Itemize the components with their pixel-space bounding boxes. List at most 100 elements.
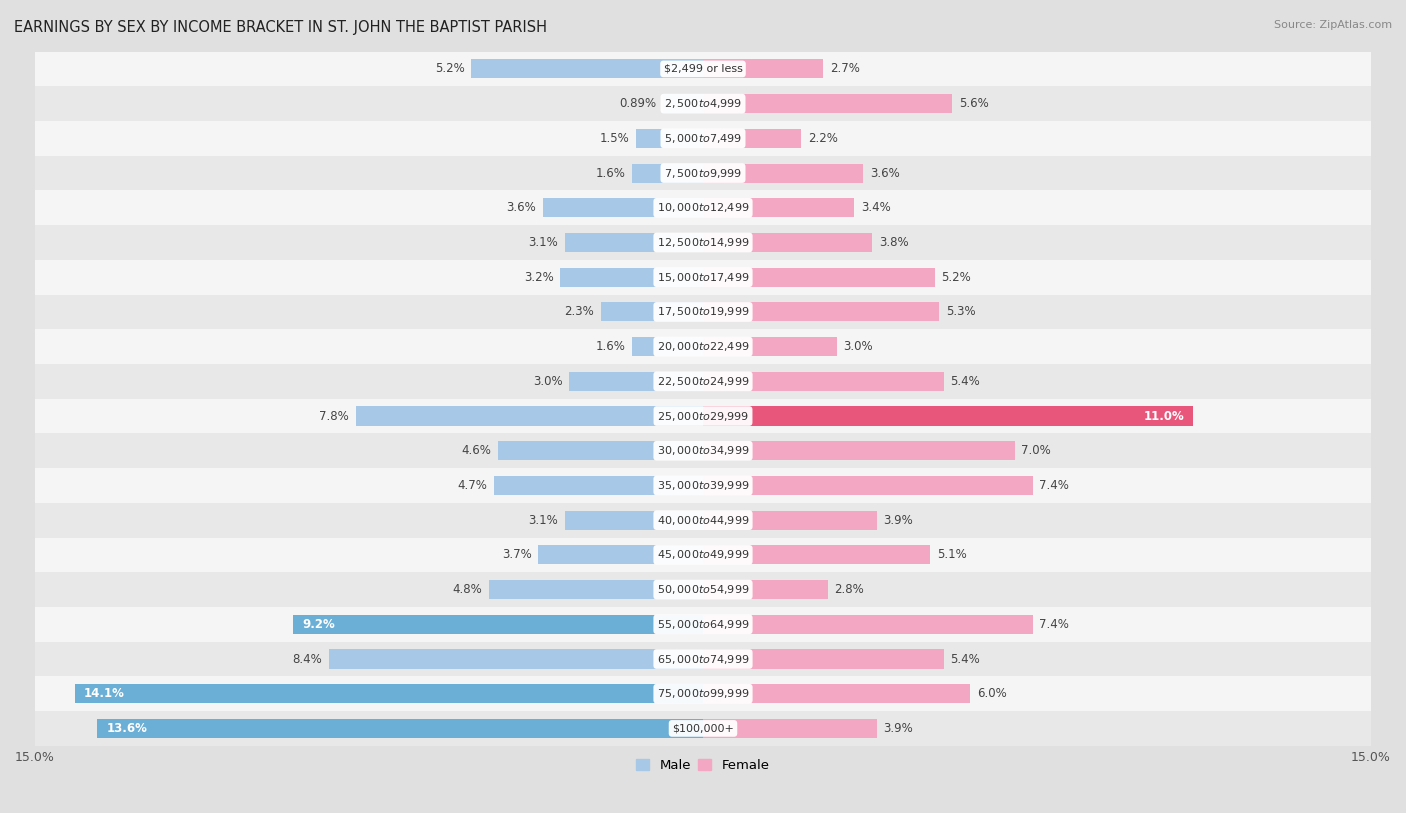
Text: 3.8%: 3.8% <box>879 236 908 249</box>
Text: Source: ZipAtlas.com: Source: ZipAtlas.com <box>1274 20 1392 30</box>
Bar <box>631 337 703 356</box>
Bar <box>565 233 703 252</box>
Text: 5.1%: 5.1% <box>936 549 966 561</box>
Text: $17,500 to $19,999: $17,500 to $19,999 <box>657 306 749 319</box>
Text: 3.7%: 3.7% <box>502 549 531 561</box>
Legend: Male, Female: Male, Female <box>631 754 775 777</box>
Text: 3.9%: 3.9% <box>883 722 912 735</box>
Bar <box>35 641 1371 676</box>
Bar <box>498 441 703 460</box>
Text: 7.8%: 7.8% <box>319 410 349 423</box>
Bar <box>703 719 877 738</box>
Bar <box>703 511 877 530</box>
Bar <box>703 337 837 356</box>
Bar <box>561 267 703 287</box>
Bar <box>35 260 1371 294</box>
Text: $5,000 to $7,499: $5,000 to $7,499 <box>664 132 742 145</box>
Bar <box>703 163 863 183</box>
Text: 5.3%: 5.3% <box>946 306 976 319</box>
Bar <box>703 94 952 113</box>
Text: $30,000 to $34,999: $30,000 to $34,999 <box>657 444 749 457</box>
Bar <box>703 580 828 599</box>
Bar <box>703 302 939 321</box>
Text: 5.4%: 5.4% <box>950 653 980 666</box>
Bar <box>35 433 1371 468</box>
Bar <box>489 580 703 599</box>
Text: 3.0%: 3.0% <box>533 375 562 388</box>
Text: $50,000 to $54,999: $50,000 to $54,999 <box>657 583 749 596</box>
Bar <box>494 476 703 495</box>
Text: 3.1%: 3.1% <box>529 514 558 527</box>
Text: 13.6%: 13.6% <box>107 722 148 735</box>
Bar <box>631 163 703 183</box>
Text: $100,000+: $100,000+ <box>672 724 734 733</box>
Text: 3.6%: 3.6% <box>870 167 900 180</box>
Bar <box>35 190 1371 225</box>
Bar <box>329 650 703 668</box>
Bar <box>35 398 1371 433</box>
Bar <box>356 406 703 425</box>
Bar <box>35 121 1371 156</box>
Text: $40,000 to $44,999: $40,000 to $44,999 <box>657 514 749 527</box>
Bar <box>35 364 1371 398</box>
Bar <box>703 59 824 79</box>
Text: 5.6%: 5.6% <box>959 97 988 110</box>
Bar <box>543 198 703 217</box>
Text: $35,000 to $39,999: $35,000 to $39,999 <box>657 479 749 492</box>
Bar <box>35 537 1371 572</box>
Text: 11.0%: 11.0% <box>1143 410 1184 423</box>
Text: 14.1%: 14.1% <box>84 687 125 700</box>
Text: $55,000 to $64,999: $55,000 to $64,999 <box>657 618 749 631</box>
Text: 6.0%: 6.0% <box>977 687 1007 700</box>
Text: 2.7%: 2.7% <box>830 63 860 76</box>
Bar <box>565 511 703 530</box>
Bar <box>35 711 1371 746</box>
Text: 3.0%: 3.0% <box>844 340 873 353</box>
Bar <box>703 267 935 287</box>
Bar <box>35 468 1371 502</box>
Text: 1.5%: 1.5% <box>600 132 630 145</box>
Bar <box>703 233 872 252</box>
Bar <box>35 329 1371 364</box>
Text: $7,500 to $9,999: $7,500 to $9,999 <box>664 167 742 180</box>
Bar <box>35 572 1371 607</box>
Text: 4.8%: 4.8% <box>453 583 482 596</box>
Bar <box>703 128 801 148</box>
Text: 3.9%: 3.9% <box>883 514 912 527</box>
Bar <box>294 615 703 634</box>
Text: 0.89%: 0.89% <box>620 97 657 110</box>
Bar <box>471 59 703 79</box>
Bar <box>703 546 931 564</box>
Text: 3.2%: 3.2% <box>524 271 554 284</box>
Bar <box>703 441 1015 460</box>
Text: 1.6%: 1.6% <box>595 167 626 180</box>
Bar <box>664 94 703 113</box>
Text: 9.2%: 9.2% <box>302 618 335 631</box>
Text: 7.4%: 7.4% <box>1039 618 1069 631</box>
Text: 7.0%: 7.0% <box>1021 444 1052 457</box>
Bar <box>703 372 943 391</box>
Bar <box>75 685 703 703</box>
Bar <box>35 86 1371 121</box>
Text: 3.6%: 3.6% <box>506 202 536 215</box>
Text: 8.4%: 8.4% <box>292 653 322 666</box>
Bar <box>703 685 970 703</box>
Text: 3.1%: 3.1% <box>529 236 558 249</box>
Text: 2.3%: 2.3% <box>564 306 593 319</box>
Bar <box>703 406 1192 425</box>
Bar <box>35 607 1371 641</box>
Text: 3.4%: 3.4% <box>860 202 891 215</box>
Text: $25,000 to $29,999: $25,000 to $29,999 <box>657 410 749 423</box>
Bar <box>538 546 703 564</box>
Bar <box>600 302 703 321</box>
Text: 1.6%: 1.6% <box>595 340 626 353</box>
Bar <box>35 502 1371 537</box>
Text: 7.4%: 7.4% <box>1039 479 1069 492</box>
Bar <box>35 51 1371 86</box>
Text: 4.7%: 4.7% <box>457 479 486 492</box>
Bar <box>703 198 855 217</box>
Text: 5.2%: 5.2% <box>941 271 972 284</box>
Bar <box>703 650 943 668</box>
Text: $12,500 to $14,999: $12,500 to $14,999 <box>657 236 749 249</box>
Bar <box>636 128 703 148</box>
